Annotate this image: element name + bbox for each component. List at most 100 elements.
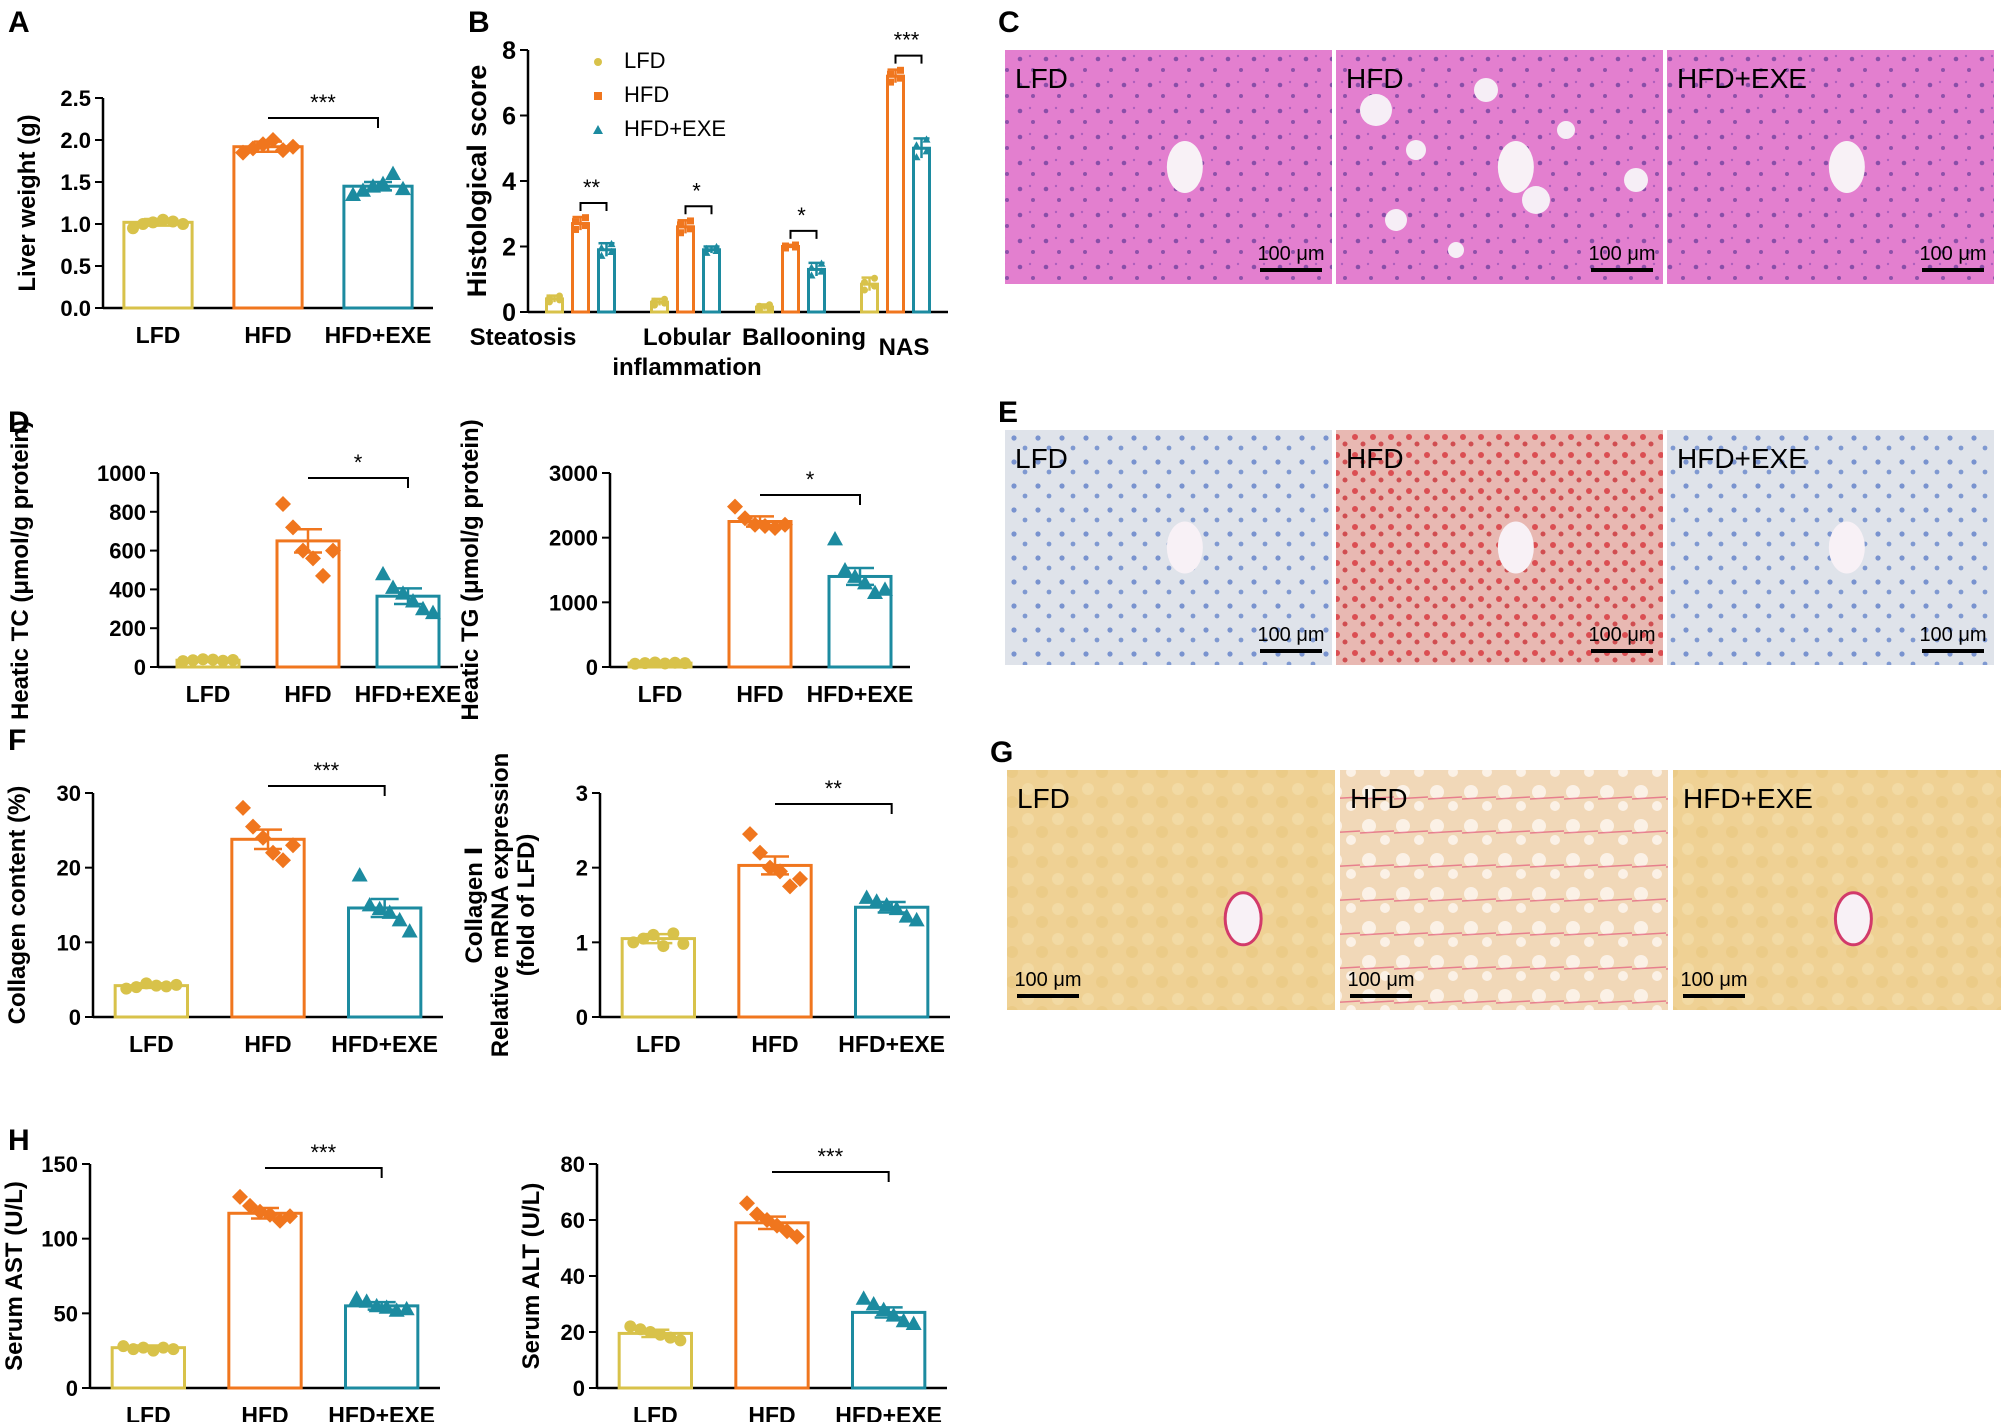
data-point xyxy=(837,562,853,577)
significance-label: * xyxy=(692,178,701,203)
significance-bracket xyxy=(789,229,818,239)
y-tick-label: 2.0 xyxy=(60,128,91,153)
x-category-label: LFD xyxy=(633,1402,678,1422)
data-point xyxy=(712,246,721,254)
data-point xyxy=(295,542,311,559)
y-tick-label: 20 xyxy=(57,856,81,881)
panel-label-g: G xyxy=(990,736,1013,769)
y-axis-title: Serum AST (U/L) xyxy=(1,1181,28,1371)
data-point xyxy=(865,1296,882,1311)
y-tick-label: 2.5 xyxy=(60,86,91,111)
data-point xyxy=(898,908,915,923)
lipid-droplet xyxy=(1406,140,1426,160)
data-point xyxy=(157,213,169,226)
y-axis-title: Heatic TC (μmol/g protein) xyxy=(7,420,34,720)
x-category-label: HFD+EXE xyxy=(355,681,462,707)
x-category-label: LFD xyxy=(638,681,683,707)
bar-HFD+EXE xyxy=(912,146,931,314)
x-category-label: HFD+EXE xyxy=(328,1402,435,1422)
data-point xyxy=(395,585,411,600)
micrograph-label: HFD+EXE xyxy=(1677,63,1807,94)
significance-label: *** xyxy=(313,758,339,783)
data-point xyxy=(664,1331,677,1344)
scale-bar-label: 100 μm xyxy=(1588,243,1655,265)
data-point xyxy=(857,574,873,590)
data-point xyxy=(368,1297,385,1313)
data-point xyxy=(871,274,878,282)
micrograph-label: HFD+EXE xyxy=(1683,783,1813,814)
data-point xyxy=(385,165,401,180)
data-point xyxy=(861,278,868,286)
bar-HFD xyxy=(232,145,304,310)
x-category-label: HFD xyxy=(244,1031,291,1057)
lipid-droplet xyxy=(1522,186,1550,214)
bar-HFD xyxy=(737,863,813,1019)
micrographs-oil-red-stain: LFD 100 μm HFD 100 μm HFD+EXE 100 μm xyxy=(1005,430,1994,665)
data-point xyxy=(647,928,660,941)
chart-hepatic-tg: 0 1000 2000 3000 Heatic TG (μmol/g protein) L… xyxy=(457,419,913,720)
data-point xyxy=(375,175,391,191)
data-point xyxy=(627,936,640,949)
data-point xyxy=(702,244,711,252)
significance-label: * xyxy=(797,203,806,228)
data-point xyxy=(398,1300,415,1316)
data-point xyxy=(275,496,291,513)
y-tick-label: 800 xyxy=(109,500,146,525)
y-tick-label: 1000 xyxy=(97,461,146,486)
y-tick-label: 2000 xyxy=(549,526,598,551)
data-point xyxy=(817,267,826,275)
data-point xyxy=(127,222,139,235)
data-point xyxy=(227,654,239,667)
data-point xyxy=(789,1228,805,1245)
x-category-label: HFD+EXE xyxy=(331,1031,438,1057)
x-category-label: Ballooning xyxy=(742,324,866,351)
data-point xyxy=(644,1326,657,1338)
data-point xyxy=(361,897,378,912)
bar-HFD xyxy=(571,222,590,314)
significance-label: *** xyxy=(310,1140,336,1165)
data-point xyxy=(167,215,179,228)
data-point xyxy=(305,550,321,567)
x-category-label: LFD xyxy=(129,1031,174,1057)
data-point xyxy=(827,530,843,546)
x-category-label: HFD xyxy=(736,681,783,707)
data-point xyxy=(712,242,721,251)
data-point xyxy=(385,579,401,594)
data-point xyxy=(782,878,798,895)
lipid-droplet xyxy=(1624,168,1648,192)
y-axis-title-line: Collagen Ⅰ xyxy=(461,847,488,964)
data-point xyxy=(885,1307,902,1322)
data-point xyxy=(877,581,893,596)
data-point xyxy=(348,1290,365,1305)
data-point xyxy=(232,1188,248,1205)
data-point xyxy=(702,248,711,256)
data-point xyxy=(624,1320,637,1333)
data-point xyxy=(777,516,793,533)
data-point xyxy=(371,900,388,916)
y-tick-label: 0 xyxy=(576,1005,588,1030)
data-point xyxy=(140,977,153,990)
data-point xyxy=(657,940,670,953)
y-tick-label: 600 xyxy=(109,539,146,564)
data-point xyxy=(858,889,875,904)
data-point xyxy=(245,818,261,835)
data-point xyxy=(654,1328,667,1341)
panel-label-f: F xyxy=(8,724,26,757)
significance-bracket xyxy=(760,494,861,505)
data-point xyxy=(905,1315,922,1330)
data-point xyxy=(871,282,878,290)
data-point xyxy=(875,1301,892,1316)
data-point xyxy=(282,1208,298,1225)
panel-label-b: B xyxy=(468,6,490,39)
chart-collagen-content: 0 10 20 30 Collagen content (%) LFD HFD HFD+EXE… xyxy=(4,758,443,1057)
data-point xyxy=(405,593,421,608)
panel-label-h: H xyxy=(8,1124,30,1157)
lipid-droplet xyxy=(1557,121,1575,139)
bar-HFD+EXE xyxy=(597,248,616,314)
data-point xyxy=(157,1341,170,1354)
legend-marker xyxy=(594,58,602,66)
micrographs-he-stain: LFD 100 μm HFD 100 μm HFD+EXE 100 μm xyxy=(1005,50,1994,284)
data-point xyxy=(747,516,763,533)
data-point xyxy=(137,1341,150,1354)
